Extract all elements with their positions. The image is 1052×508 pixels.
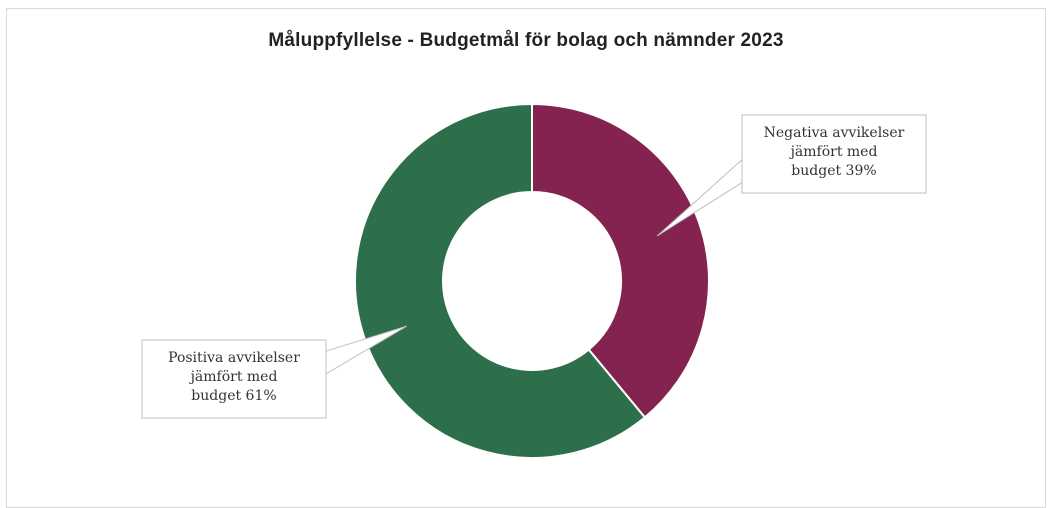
data-label-line: Negativa avvikelser (764, 125, 905, 141)
donut-slice-positiva (354, 102, 647, 459)
data-label-negativa: Negativa avvikelser jämfört med budget 39% (656, 114, 927, 237)
data-label-positiva: Positiva avvikelser jämfört med budget 61% (141, 325, 408, 419)
data-label-line: budget 39% (791, 163, 876, 179)
slices-group (354, 102, 710, 459)
callout-box (741, 114, 927, 194)
callout-box (141, 339, 327, 419)
callout-pointer (323, 325, 408, 376)
chart-title: Måluppfyllelse - Budgetmål för bolag och… (268, 30, 784, 51)
callouts-group: Negativa avvikelser jämfört med budget 39%… (141, 114, 927, 419)
callout-pointer (656, 157, 745, 237)
data-label-line: jämfört med (189, 369, 278, 385)
data-label-line: budget 61% (191, 388, 276, 404)
donut-slice-negativa (531, 102, 710, 419)
data-label-line: jämfört med (789, 144, 878, 160)
data-label-line: Positiva avvikelser (168, 350, 300, 366)
